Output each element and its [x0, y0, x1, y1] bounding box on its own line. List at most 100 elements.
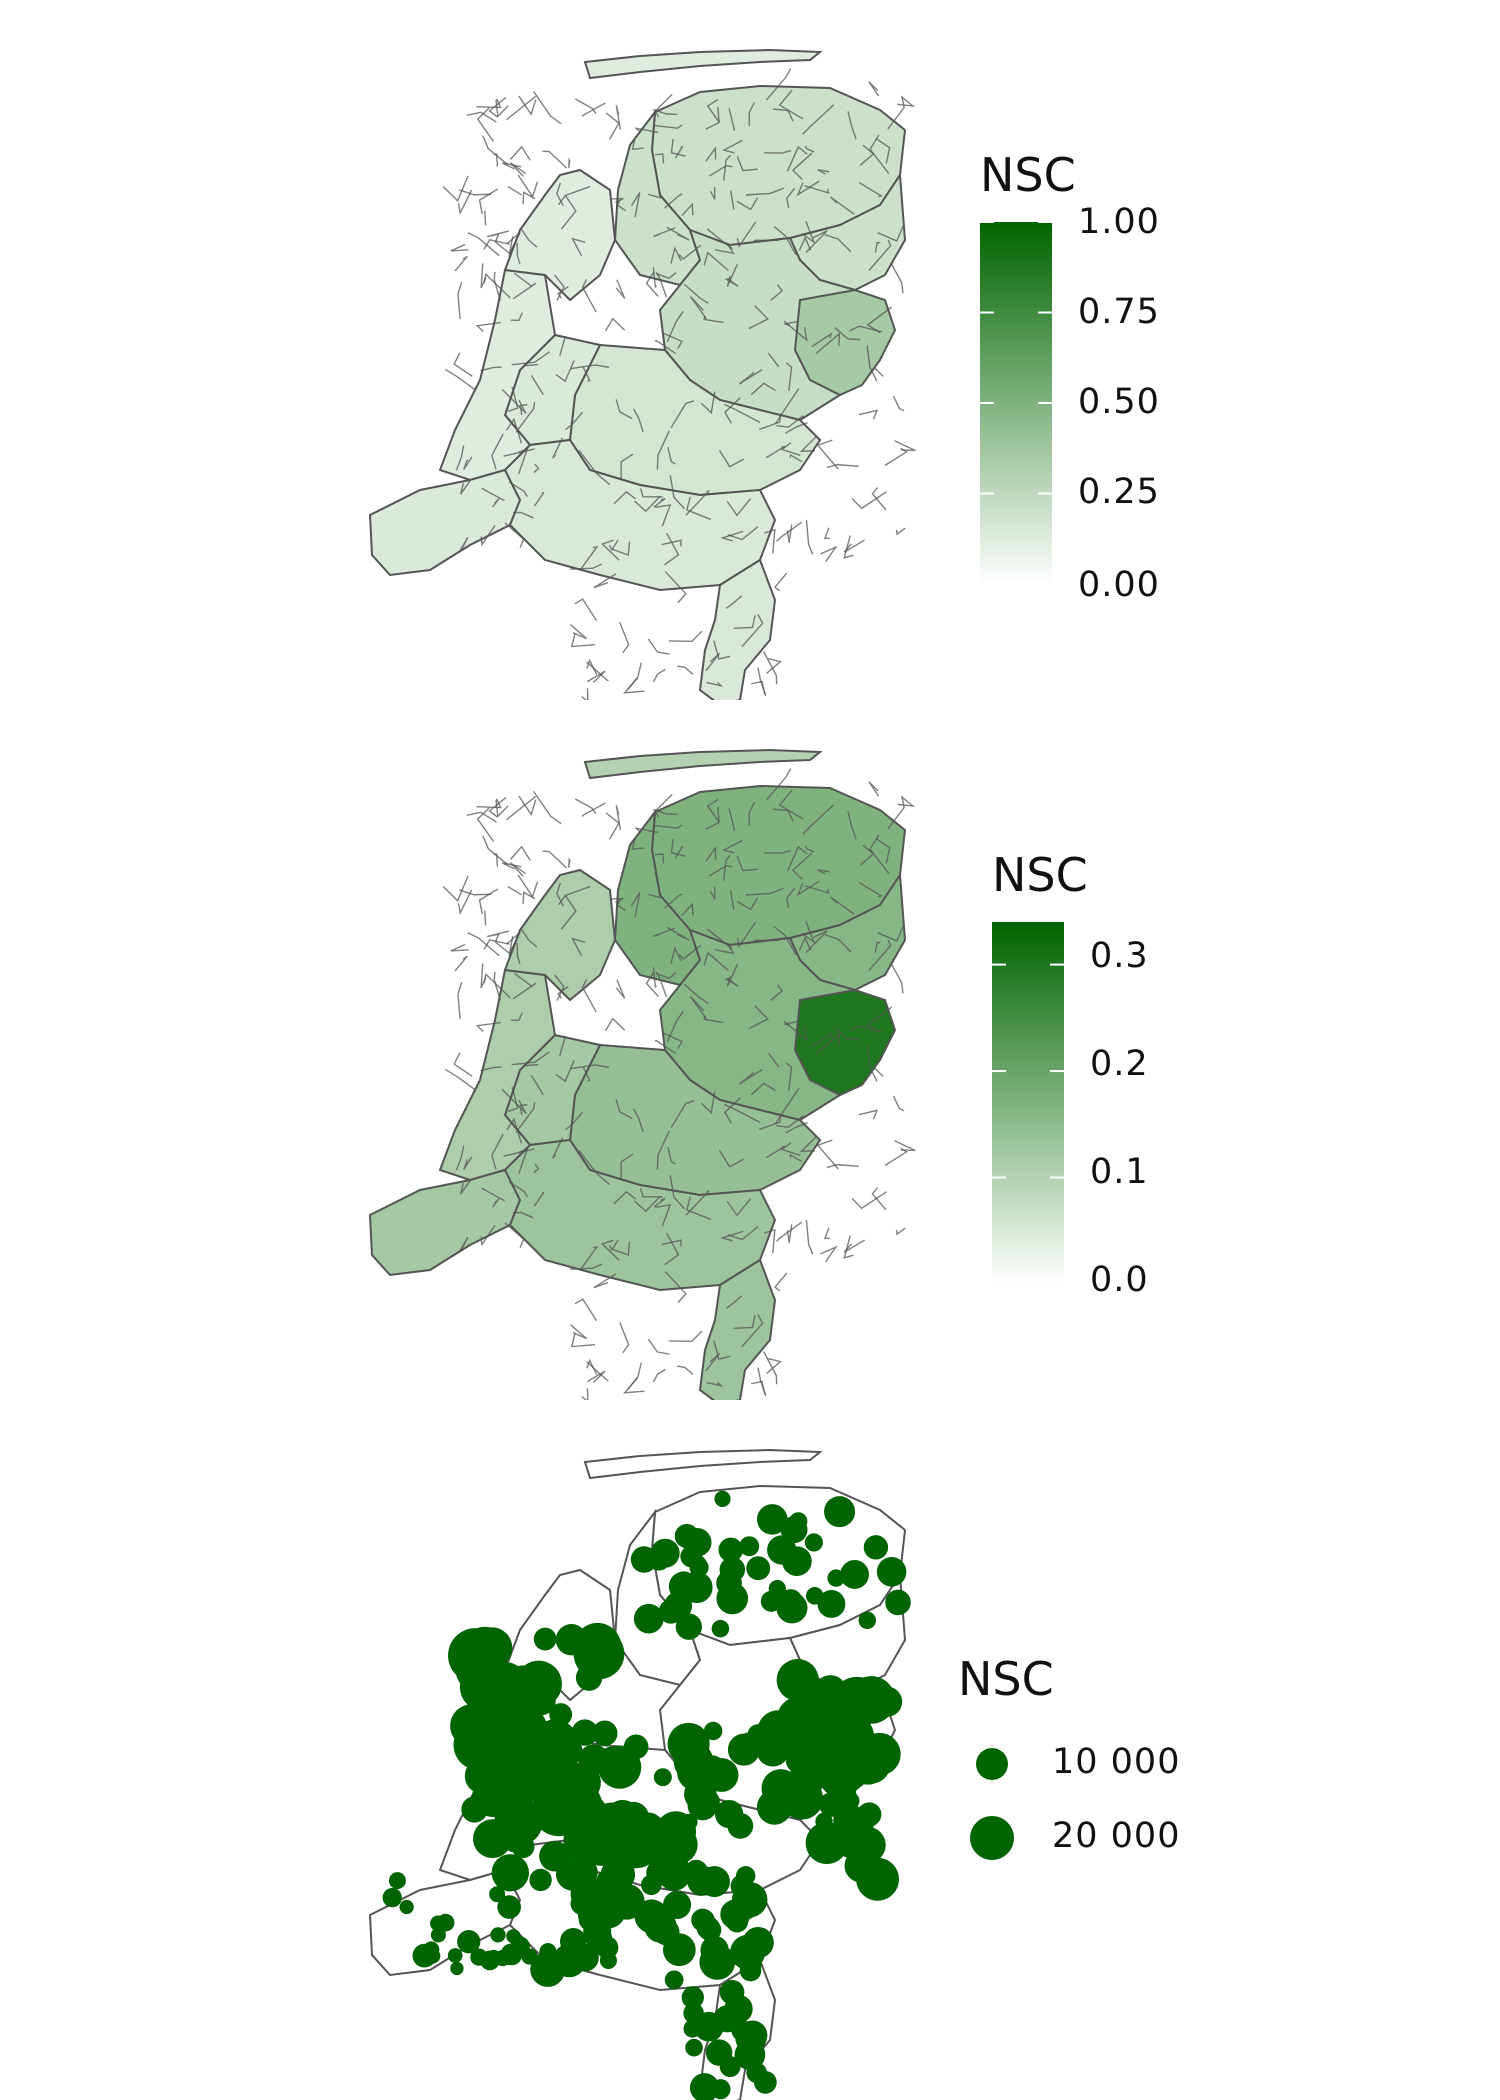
- region-twente: [793, 288, 897, 397]
- municipality-bubble: [553, 1781, 603, 1831]
- municipal-boundary: [457, 981, 463, 1020]
- municipal-boundary: [884, 447, 908, 466]
- municipal-boundary: [506, 417, 523, 444]
- municipality-bubble: [641, 1874, 662, 1896]
- municipal-boundary: [570, 364, 610, 370]
- municipal-boundary: [745, 887, 784, 896]
- municipal-boundary: [890, 962, 904, 994]
- municipal-boundary: [748, 1005, 770, 1030]
- municipal-boundary: [635, 827, 659, 834]
- municipal-boundary: [804, 185, 830, 194]
- municipal-boundary: [579, 1245, 599, 1271]
- municipality-bubble: [529, 1868, 552, 1892]
- municipal-boundary: [774, 388, 800, 425]
- municipality-bubble: [700, 1935, 729, 1965]
- municipal-boundary: [798, 236, 812, 251]
- municipal-boundary: [685, 1190, 710, 1216]
- municipality-bubble: [805, 1587, 824, 1605]
- municipal-boundary: [664, 1271, 687, 1304]
- municipal-boundary: [678, 244, 702, 260]
- municipal-boundary: [459, 1180, 471, 1195]
- municipal-boundary: [652, 227, 676, 238]
- municipal-boundary: [486, 930, 509, 938]
- municipal-boundary: [493, 971, 501, 1001]
- municipal-boundary: [571, 237, 586, 257]
- municipality-bubble: [736, 1866, 756, 1886]
- municipality-bubble: [779, 1590, 803, 1615]
- region-twente: [793, 988, 897, 1097]
- municipal-boundary: [521, 929, 538, 948]
- municipal-boundary: [894, 1140, 916, 1152]
- municipal-boundary: [507, 885, 522, 896]
- municipal-boundary: [897, 96, 916, 108]
- municipal-boundary: [778, 789, 804, 820]
- municipal-boundary: [514, 272, 533, 287]
- municipality-bubble: [533, 1627, 557, 1651]
- municipal-boundary: [685, 496, 712, 521]
- municipal-boundary: [615, 105, 622, 130]
- municipal-boundary: [877, 926, 904, 942]
- municipal-boundary: [664, 532, 680, 566]
- municipal-boundary: [570, 1332, 596, 1348]
- municipality-bubble: [591, 1720, 618, 1747]
- municipal-boundary: [764, 1228, 776, 1254]
- municipal-boundary: [874, 241, 881, 253]
- municipal-boundary: [620, 453, 634, 481]
- municipal-boundary: [570, 1263, 603, 1270]
- municipal-boundary: [574, 598, 598, 622]
- municipality-bubble: [730, 1934, 766, 1970]
- municipality-bubble: [731, 1881, 768, 1918]
- municipal-boundary: [849, 1025, 883, 1033]
- municipality-bubble: [685, 2038, 703, 2057]
- municipal-boundary: [654, 1040, 677, 1055]
- municipal-boundary: [866, 1006, 893, 1034]
- municipal-boundary: [670, 138, 686, 157]
- municipal-boundary: [619, 622, 630, 654]
- municipal-boundary: [730, 890, 735, 910]
- municipal-boundary: [639, 488, 663, 498]
- municipal-boundary: [560, 195, 577, 230]
- municipal-boundary: [570, 632, 596, 648]
- municipal-boundary: [478, 188, 499, 215]
- municipal-boundary: [748, 802, 755, 826]
- municipal-boundary: [705, 846, 717, 862]
- municipal-boundary: [741, 614, 764, 648]
- municipal-boundary: [615, 279, 626, 299]
- municipality-bubble: [767, 1535, 797, 1565]
- municipality-bubble: [597, 1746, 626, 1776]
- municipal-boundary: [741, 1314, 764, 1348]
- legend-tick-1-0: 1.00: [1078, 202, 1160, 242]
- municipality-bubble: [727, 1733, 760, 1766]
- municipal-boundary: [569, 624, 588, 640]
- municipal-boundary: [518, 95, 537, 117]
- municipal-boundary: [652, 267, 657, 288]
- municipal-boundary: [557, 335, 567, 357]
- municipal-boundary: [866, 345, 878, 382]
- municipal-boundary: [476, 807, 495, 842]
- municipal-boundary: [858, 1109, 879, 1120]
- municipal-boundary: [569, 1324, 588, 1340]
- municipality-bubble: [876, 1556, 907, 1587]
- municipal-boundary: [776, 415, 804, 428]
- municipal-boundary: [890, 262, 904, 294]
- municipal-boundary: [805, 230, 828, 254]
- municipal-boundary: [750, 382, 776, 396]
- municipal-boundary: [511, 351, 550, 366]
- municipal-boundary: [533, 491, 545, 507]
- municipal-boundary: [683, 983, 709, 1004]
- municipal-boundary: [866, 306, 893, 334]
- municipal-boundary: [666, 226, 690, 241]
- map-2: [368, 748, 916, 1400]
- municipal-boundary: [725, 1295, 743, 1309]
- municipal-boundary: [804, 845, 815, 853]
- municipal-boundary: [512, 982, 537, 1000]
- legend-title-1: NSC: [980, 148, 1076, 202]
- municipal-boundary: [764, 149, 792, 154]
- municipal-boundary: [631, 838, 644, 851]
- municipality-bubble: [577, 1898, 610, 1931]
- municipal-boundary: [493, 271, 501, 301]
- municipal-boundary: [718, 449, 745, 468]
- municipal-boundary: [802, 104, 835, 135]
- municipal-boundary: [615, 1099, 633, 1120]
- municipal-boundary: [555, 1060, 575, 1083]
